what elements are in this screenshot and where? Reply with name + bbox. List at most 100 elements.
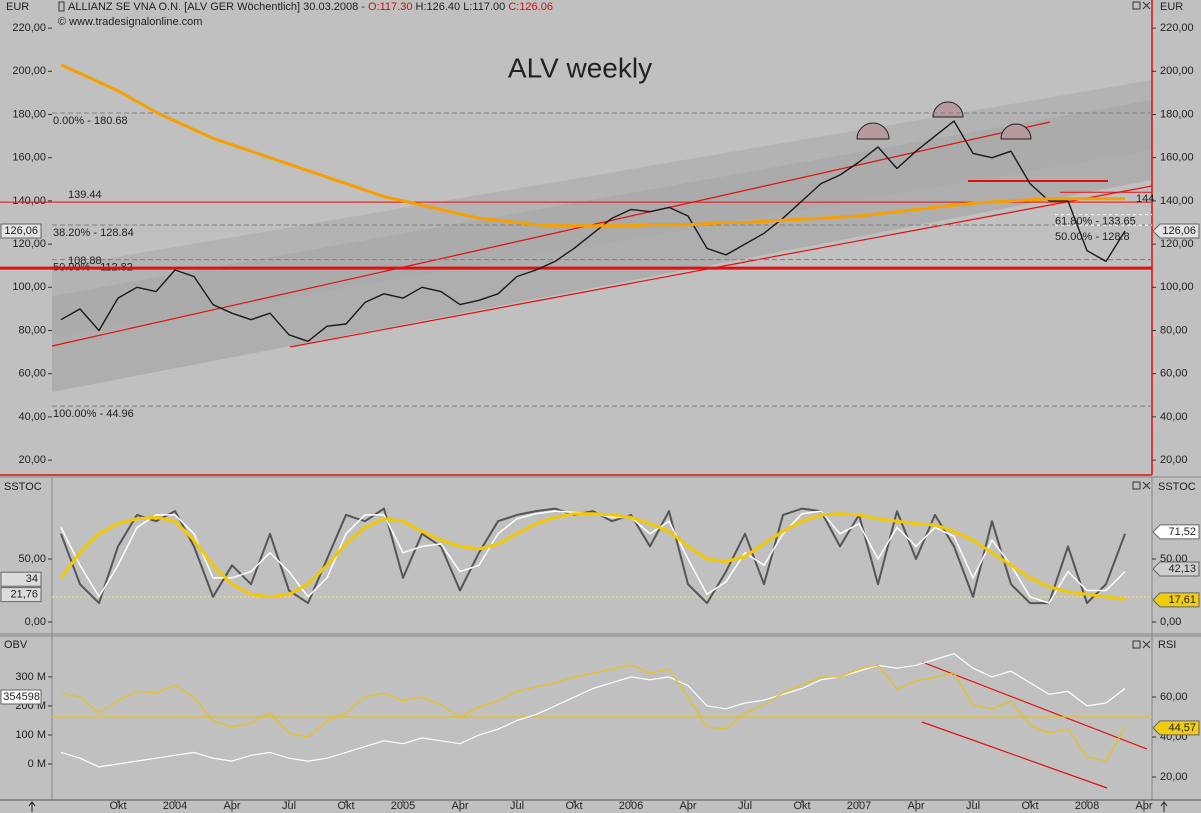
y-tick-label: 160,00	[1160, 152, 1194, 164]
close-icon[interactable]	[1142, 640, 1151, 649]
x-tick-label: Apr	[679, 800, 696, 812]
x-tick-label: Jul	[282, 800, 296, 812]
y-tick-label: 40,00	[18, 411, 46, 423]
badge-label: 126,06	[1162, 225, 1196, 237]
y-tick-label: 60,00	[1160, 368, 1188, 380]
y-tick-label: 200,00	[12, 65, 46, 77]
y-axis-label: OBV	[4, 639, 28, 651]
scroll-arrow[interactable]	[28, 801, 36, 812]
panel-icons	[1132, 1, 1151, 649]
x-tick-label: Okt	[337, 800, 354, 812]
y2-tick-label: 60,00	[1160, 691, 1188, 703]
x-tick-label: Okt	[1021, 800, 1038, 812]
badge-label: 42,13	[1168, 563, 1196, 575]
y-axis-label: SSTOC	[1158, 481, 1196, 493]
badge-label: 21,76	[10, 589, 38, 601]
y-tick-label: 300 M	[15, 671, 46, 683]
x-tick-label: 2005	[391, 800, 415, 812]
chart-title: ALV weekly	[508, 52, 652, 83]
x-tick-label: Jul	[510, 800, 524, 812]
x-tick-label: Apr	[1135, 800, 1152, 812]
y-tick-label: 100 M	[15, 729, 46, 741]
fib-label: 100.00% - 44.96	[53, 408, 134, 420]
fib-label: 0.00% - 180.68	[53, 115, 128, 127]
badge-label: 71,52	[1168, 526, 1196, 538]
value-badge	[1152, 592, 1200, 608]
y-tick-label: 220,00	[1160, 22, 1194, 34]
y-tick-label: 60,00	[18, 368, 46, 380]
copyright: © www.tradesignalonline.com	[58, 16, 202, 28]
trend-line	[51, 121, 1051, 347]
value-badge	[1152, 720, 1200, 736]
badge-label: 34	[26, 573, 38, 585]
shoulder-arc	[1000, 123, 1032, 140]
maximize-icon[interactable]	[1132, 640, 1141, 649]
y-axis-label: SSTOC	[4, 481, 42, 493]
x-tick-label: 2008	[1075, 800, 1099, 812]
y-axis-label: RSI	[1158, 639, 1176, 651]
y-tick-label: 160,00	[12, 152, 46, 164]
x-tick-label: Okt	[565, 800, 582, 812]
fib-label: 50.00% - 128.8	[1055, 231, 1130, 243]
value-badge	[0, 571, 42, 587]
x-tick-label: 2004	[163, 800, 187, 812]
y-tick-label: 120,00	[1160, 238, 1194, 250]
level-label: 144	[1136, 193, 1154, 205]
y-tick-label: 20,00	[1160, 454, 1188, 466]
close-icon[interactable]	[1142, 1, 1151, 10]
y2-tick-label: 20,00	[1160, 771, 1188, 783]
header-title: ALLIANZ SE VNA O.N. [ALV GER Wöchentlich…	[68, 1, 365, 13]
fib-label: 38.20% - 128.84	[53, 227, 134, 239]
badge-label: 44,57	[1168, 722, 1196, 734]
series-line	[60, 507, 1126, 605]
x-tick-label: Jul	[966, 800, 980, 812]
x-tick-label: Okt	[793, 800, 810, 812]
value-badge	[0, 223, 42, 239]
currency-label: EUR	[6, 1, 29, 13]
header-high: H:126.40	[416, 1, 461, 13]
x-tick-label: 2006	[619, 800, 643, 812]
y-tick-label: 80,00	[1160, 324, 1188, 336]
value-badge	[1152, 223, 1200, 239]
y-tick-label: 180,00	[12, 108, 46, 120]
currency-label: EUR	[1160, 1, 1183, 13]
x-tick-label: Apr	[451, 800, 468, 812]
series-line	[60, 664, 1126, 762]
y-tick-label: 40,00	[1160, 411, 1188, 423]
trend-line	[289, 185, 1153, 348]
fib-label: 61.80% - 133.65	[1055, 216, 1136, 228]
y-tick-label: 200,00	[1160, 65, 1194, 77]
y-tick-label: 140,00	[1160, 195, 1194, 207]
header-low: L:117.00	[463, 1, 505, 13]
y-tick-label: 0,00	[25, 616, 46, 628]
symbol-icon	[58, 1, 65, 12]
rsi-trend-line	[921, 721, 1108, 789]
value-badge	[1152, 524, 1200, 540]
channel-band	[52, 100, 1152, 392]
level-label: 139.44	[68, 189, 102, 201]
y-tick-label: 100,00	[1160, 281, 1194, 293]
y-tick-label: 80,00	[18, 324, 46, 336]
series-line	[60, 120, 1126, 342]
series-line	[60, 63, 1125, 228]
y-tick-label: 20,00	[18, 454, 46, 466]
scroll-arrow[interactable]	[1160, 801, 1168, 812]
x-tick-label: Apr	[223, 800, 240, 812]
shoulder-arc	[856, 122, 890, 140]
y-tick-label: 220,00	[12, 22, 46, 34]
series-line	[59, 512, 1126, 601]
close-icon[interactable]	[1142, 481, 1151, 490]
maximize-icon[interactable]	[1132, 481, 1141, 490]
header-open: O:117.30	[368, 1, 412, 13]
header-close: C:126.06	[508, 1, 553, 13]
y-tick-label: 140,00	[12, 195, 46, 207]
y-tick-label: 120,00	[12, 238, 46, 250]
x-tick-label: 2007	[847, 800, 871, 812]
value-badge	[1152, 561, 1200, 577]
y-tick-label: 50,00	[18, 553, 46, 565]
value-badge	[0, 587, 42, 603]
y-tick-label: 100,00	[12, 281, 46, 293]
maximize-icon[interactable]	[1132, 1, 1141, 10]
